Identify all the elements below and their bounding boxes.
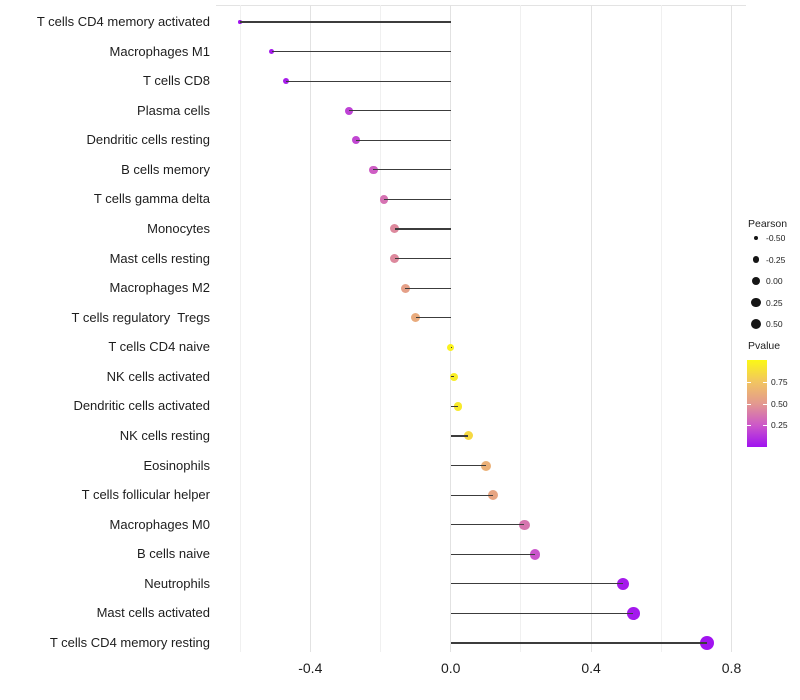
colorbar-tick [747,425,751,427]
colorbar-tick [747,403,751,405]
pvalue-colorbar [747,360,767,447]
lollipop-stem [415,317,451,319]
lollipop-point [699,635,715,651]
y-axis-label: Macrophages M0 [109,516,210,532]
pearson-legend-dot [753,235,759,241]
y-axis-label: Plasma cells [137,102,210,118]
gridline [450,5,452,652]
pvalue-legend-title: Pvalue [748,340,781,352]
gridline [731,5,732,652]
y-axis-label: Monocytes [147,220,210,236]
pearson-legend-title: Pearson [748,218,788,230]
pearson-legend-dot [752,277,760,285]
lollipop-stem [450,346,452,348]
pearson-legend-label: 0.50 [766,319,783,329]
lollipop-stem [394,228,451,230]
y-axis-label: NK cells activated [106,368,210,384]
gridline [520,5,522,652]
pearson-legend-label: -0.50 [766,233,786,243]
lollipop-point [626,607,640,620]
lollipop-stem [240,21,451,23]
pearson-legend-dot [752,256,760,263]
colorbar-tick [747,381,751,383]
gridline [239,5,241,652]
lollipop-stem [450,524,525,526]
lollipop-stem [450,376,455,378]
lollipop-stem [384,198,451,200]
y-axis-label: T cells follicular helper [81,487,210,503]
y-axis-label: Mast cells resting [109,250,210,266]
y-axis-label: Macrophages M1 [109,43,210,59]
y-axis-label: Dendritic cells activated [73,398,210,414]
lollipop-stem [450,435,469,437]
y-axis-label: Eosinophils [143,457,211,473]
colorbar-tick-label: 0.25 [771,420,788,431]
lollipop-stem [450,494,493,496]
lollipop-stem [394,257,451,260]
lollipop-point [487,489,499,501]
lollipop-stem [271,50,451,53]
x-tick-label: 0.4 [581,660,601,676]
gridline [590,5,592,652]
lollipop-stem [373,169,451,171]
y-axis-label: T cells CD8 [143,73,210,89]
pearson-legend-label: -0.25 [766,254,786,265]
colorbar-tick [763,403,767,405]
lollipop-point [453,402,462,411]
y-axis-label: B cells memory [121,161,210,177]
lollipop-stem [285,80,451,82]
lollipop-point [480,460,491,471]
lollipop-stem [348,110,451,112]
x-tick-label: 0.0 [440,660,461,676]
pearson-legend-dot [750,318,762,330]
pearson-legend-dot [751,297,761,308]
y-axis-label: T cells CD4 memory resting [49,634,210,650]
colorbar-tick [763,425,767,427]
y-axis-label: Macrophages M2 [109,280,210,296]
colorbar-tick [763,381,767,383]
lollipop-point [519,519,530,530]
lollipop-stem [355,139,451,141]
y-axis-label: T cells regulatory Tregs [71,309,210,325]
x-tick-label: -0.4 [298,660,323,676]
colorbar-tick-label: 0.75 [771,376,788,387]
y-axis-label: T cells gamma delta [93,191,210,207]
x-tick-label: 0.8 [721,660,742,676]
y-axis-label: Neutrophils [144,575,210,591]
gridline [380,5,381,652]
pearson-legend-label: 0.25 [766,297,783,308]
lollipop-point [616,577,629,590]
lollipop-stem [450,612,634,614]
lollipop-stem [450,553,535,555]
y-axis-label: Mast cells activated [96,605,210,621]
lollipop-stem [450,642,707,644]
gridline [309,5,311,652]
y-axis-label: Dendritic cells resting [86,132,210,148]
lollipop-stem [405,287,451,289]
lollipop-point [463,431,473,441]
panel-top-border [216,5,746,6]
y-axis-label: T cells CD4 memory activated [36,14,210,29]
lollipop-stem [450,583,623,585]
y-axis-label: T cells CD4 naive [108,339,210,355]
pearson-legend-label: 0.00 [766,276,783,286]
lollipop-stem [450,405,458,407]
y-axis-label: NK cells resting [119,427,210,443]
y-axis-label: B cells naive [137,546,210,562]
lollipop-stem [450,464,486,467]
lollipop-point [450,372,459,381]
lollipop-point [529,548,541,560]
colorbar-tick-label: 0.50 [771,398,788,409]
gridline [660,5,662,652]
